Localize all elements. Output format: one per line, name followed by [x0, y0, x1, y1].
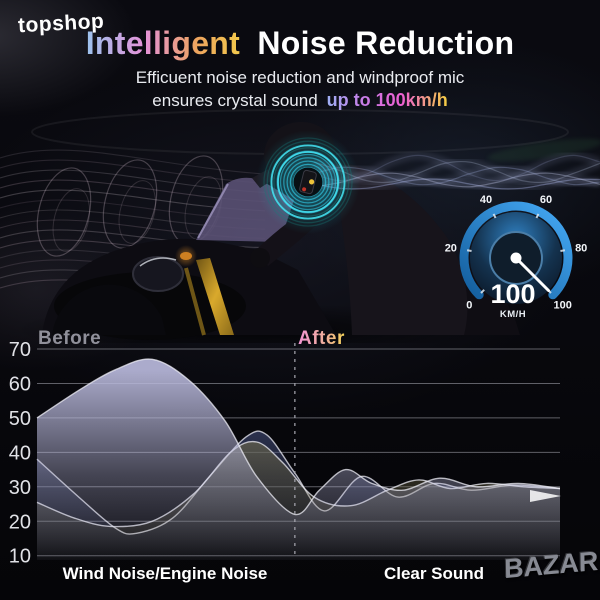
before-label: Before — [38, 328, 102, 349]
subtitle-line2: ensures crystal sound up to 100km/h — [0, 90, 600, 111]
chart-caption-right: Clear Sound — [383, 564, 485, 583]
page-title: Intelligent Noise Reduction — [0, 25, 600, 62]
subtitle-line2-text: ensures crystal sound — [152, 91, 318, 110]
subtitle-speed-highlight: up to 100km/h — [326, 90, 448, 110]
title-highlight: Intelligent — [85, 25, 241, 61]
subtitle-line1: Efficuent noise reduction and windproof … — [135, 68, 465, 87]
title-rest: Noise Reduction — [257, 25, 515, 61]
after-label: After — [298, 328, 345, 349]
chart-caption-left: Wind Noise/Engine Noise — [62, 564, 268, 583]
